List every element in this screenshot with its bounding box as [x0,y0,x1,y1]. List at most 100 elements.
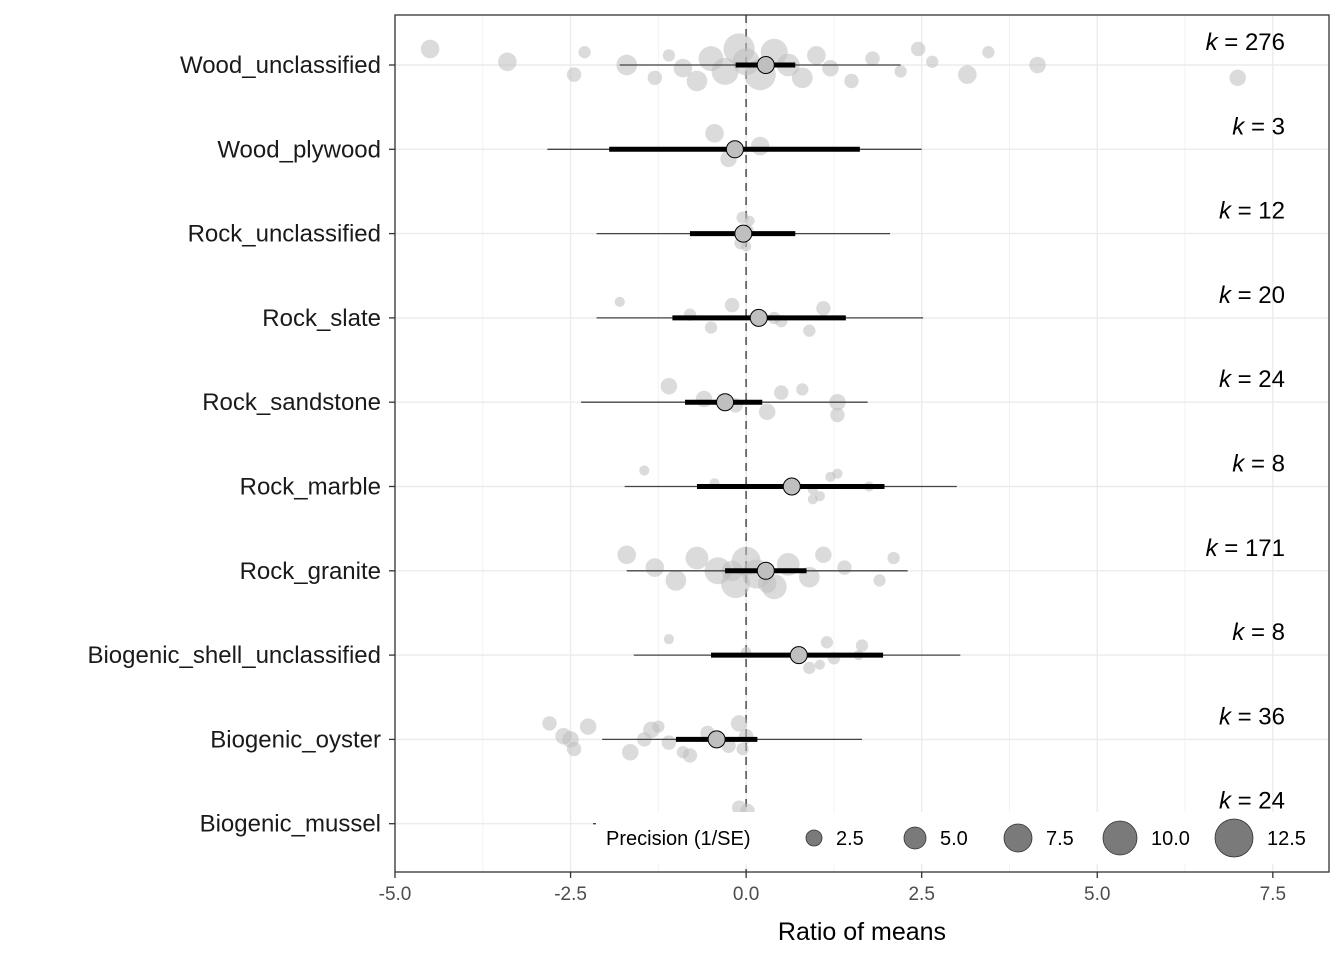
legend-title: Precision (1/SE) [606,828,751,850]
x-tick-label: -5.0 [379,884,412,905]
data-point [830,407,845,423]
data-point [741,241,752,252]
legend-key-circle [805,829,823,847]
pooled-estimate [734,224,753,243]
data-point [816,301,831,316]
data-point [910,41,926,57]
data-point [1229,69,1246,87]
pooled-estimate [756,56,775,74]
k-label: k = 8 [1232,451,1285,478]
data-point [926,55,939,68]
data-point [958,65,977,84]
legend-key-circle [1214,818,1254,858]
data-point [704,321,718,334]
data-point [825,471,836,482]
data-point [685,546,709,570]
data-point [663,634,674,645]
data-point [542,716,557,731]
category-label: Rock_unclassified [188,221,381,248]
data-point [744,215,755,226]
data-point [982,46,995,59]
x-axis-title: Ratio of means [778,918,946,946]
legend-key-label: 5.0 [940,828,968,850]
data-point [803,661,816,675]
data-point [614,296,625,307]
data-point [695,390,713,408]
legend: Precision (1/SE) 2.5 5.0 7.5 10.0 12.5 [596,812,1328,864]
category-label: Rock_slate [262,305,381,332]
legend-key-circle [903,826,927,850]
data-point [815,546,832,564]
data-point [662,49,676,62]
data-point [855,639,869,652]
category-label: Rock_marble [240,474,381,501]
category-label: Wood_plywood [217,136,381,163]
k-labels: k = 276 k = 3 k = 12 k = 20 k = 24 k = 8 k = 1… [1206,29,1285,815]
pooled-estimate [707,730,726,749]
data-point [639,465,650,476]
legend-key-label: 12.5 [1267,828,1306,850]
data-point [758,403,776,421]
x-tick-label: -2.5 [554,884,587,905]
data-point [822,59,839,77]
plot-panel-border [394,14,1330,873]
data-point [645,558,665,577]
data-point [796,383,809,396]
legend-key-label: 7.5 [1046,828,1074,850]
category-label: Biogenic_mussel [200,811,381,838]
data-point [578,46,591,59]
legend-background [596,812,1328,864]
data-point [803,324,816,337]
k-label: k = 171 [1206,535,1285,562]
data-point [724,297,740,313]
k-label: k = 12 [1219,198,1285,225]
legend-key-circle [1003,823,1033,853]
legend-key-circle [1102,820,1138,856]
data-point [617,545,637,565]
data-point [730,715,748,732]
data-point [865,51,880,66]
data-point [566,67,582,82]
data-point [676,746,690,759]
category-label: Biogenic_shell_unclassified [87,642,381,669]
data-point [579,718,597,735]
k-label: k = 24 [1219,788,1285,815]
pooled-estimate [782,477,801,496]
legend-keys: 2.5 5.0 7.5 10.0 12.5 [805,818,1306,858]
data-point [750,136,770,156]
data-point [1029,56,1046,74]
x-axis: -5.0 -2.5 0.0 2.5 5.0 7.5 [379,872,1286,905]
x-tick-label: 7.5 [1260,884,1286,905]
x-tick-label: 5.0 [1084,884,1110,905]
data-point [807,494,818,505]
category-label: Wood_unclassified [180,52,381,79]
pooled-estimate [749,308,768,327]
x-tick-label: 0.0 [733,884,759,905]
k-label: k = 36 [1219,703,1285,730]
category-label: Rock_granite [240,558,381,585]
data-point [673,58,693,78]
y-axis: Wood_unclassified Wood_plywood Rock_unclas… [87,52,395,838]
data-point [820,636,834,649]
legend-key-label: 10.0 [1151,828,1190,850]
pooled-estimate [789,646,808,665]
data-point [562,731,579,748]
k-label: k = 24 [1219,366,1285,393]
plot-panel-background [395,15,1329,872]
k-label: k = 20 [1219,282,1285,309]
pooled-estimate [716,393,735,412]
data-point [736,742,749,756]
data-point [837,560,852,575]
data-point [844,73,859,89]
data-point [420,39,440,59]
pooled-estimate [725,140,744,159]
data-point [807,46,826,65]
k-label: k = 3 [1232,113,1285,140]
legend-key-label: 2.5 [836,828,864,850]
data-point [661,735,677,750]
data-point [622,743,639,761]
category-label: Biogenic_oyster [210,726,381,753]
data-point [686,70,708,92]
data-point [873,574,886,587]
